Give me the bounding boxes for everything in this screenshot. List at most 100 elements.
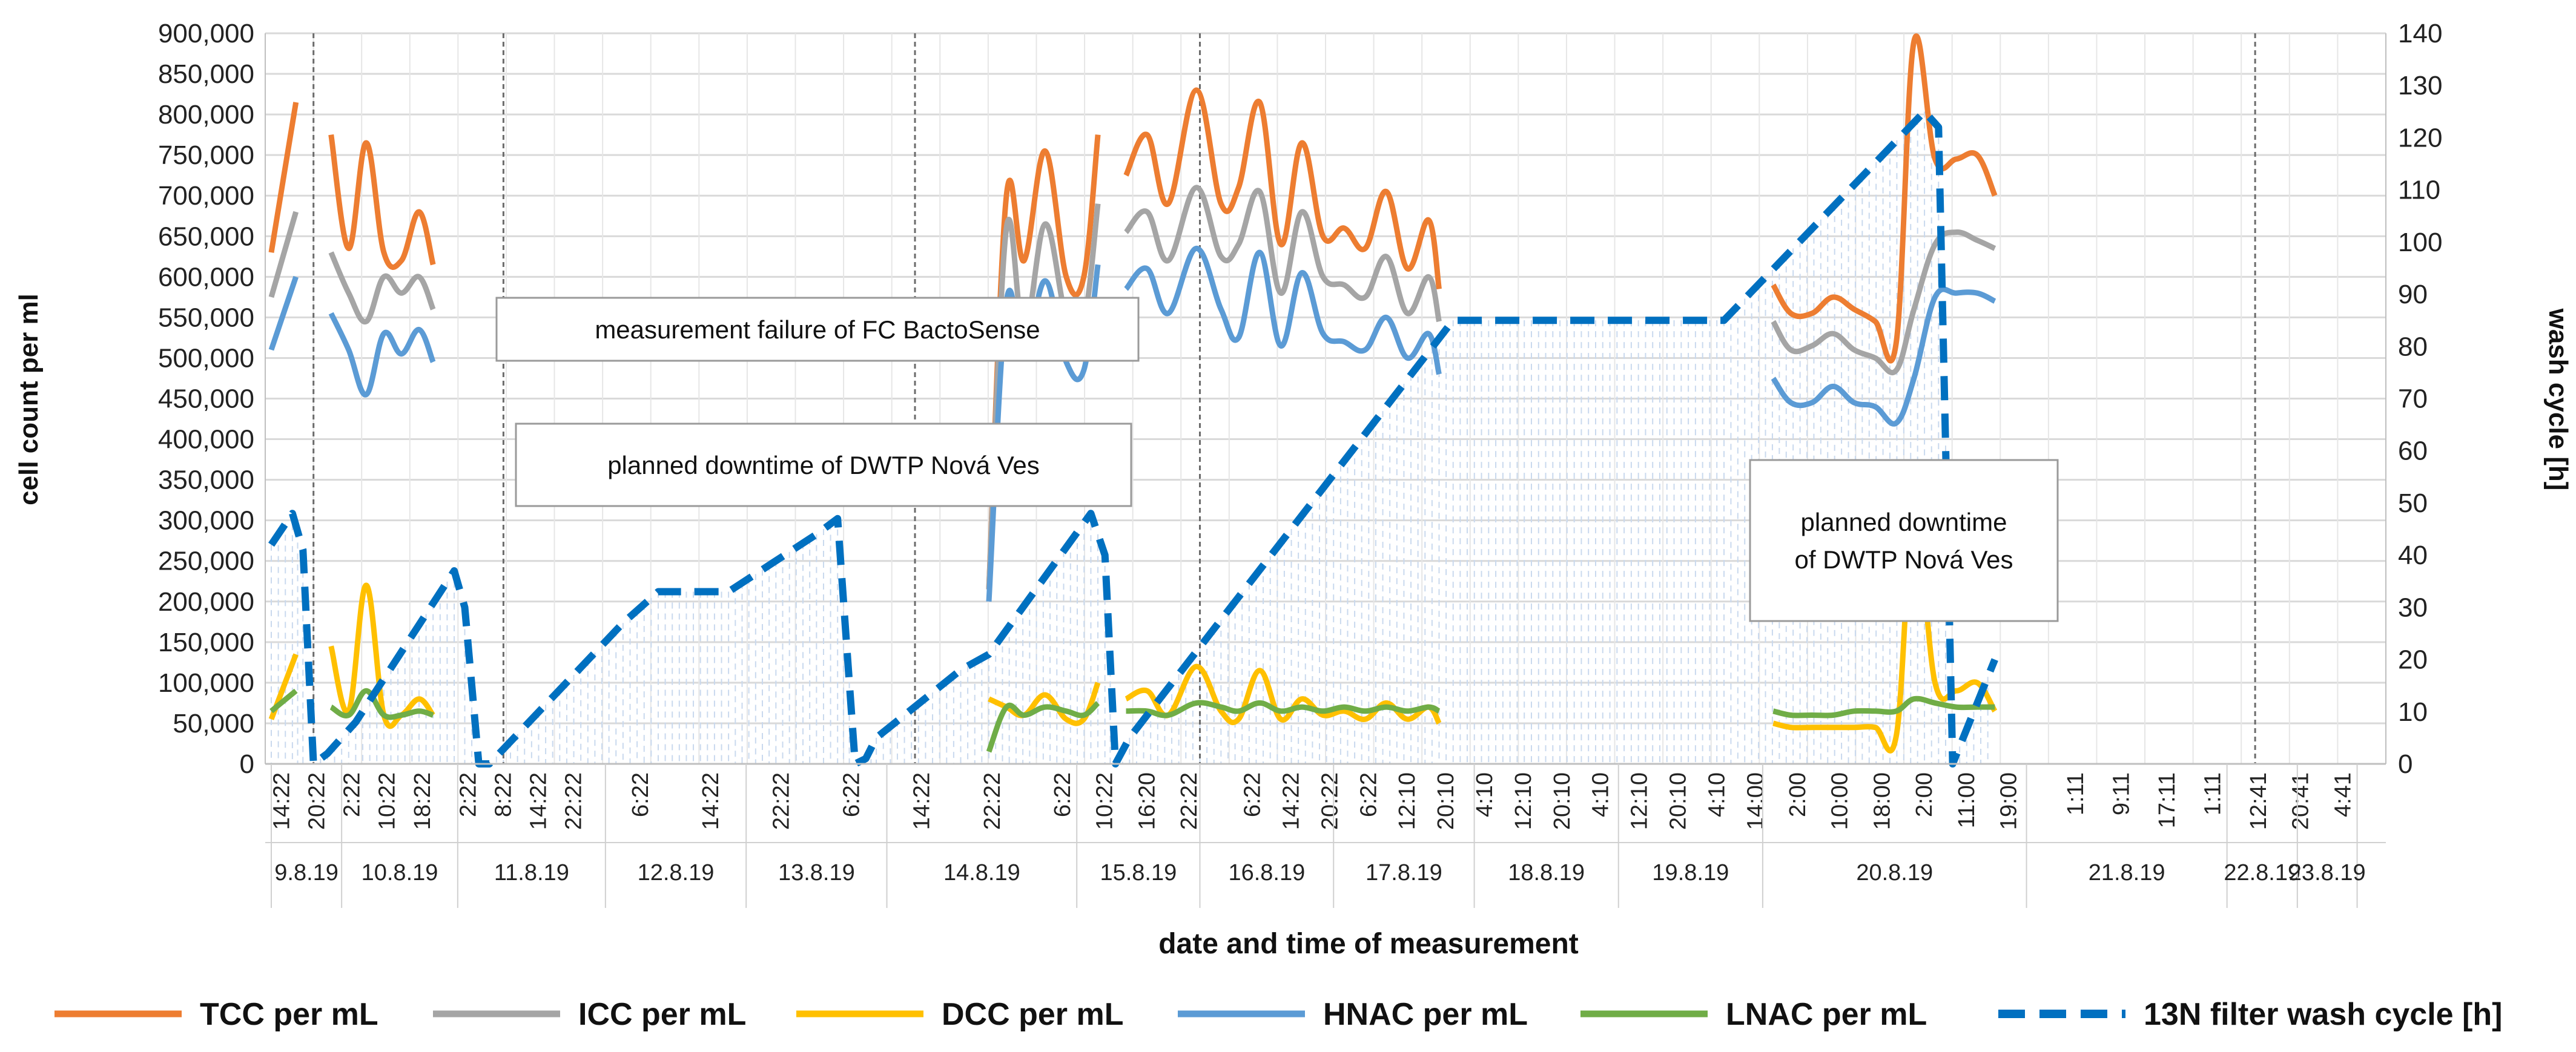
y-tick-label: 250,000 <box>158 547 254 576</box>
annotation-frame <box>495 297 1140 362</box>
x-tick-label: 14:22 <box>910 772 935 830</box>
y-tick-label: 550,000 <box>158 303 254 332</box>
date-label: 22.8.19 <box>2224 860 2300 886</box>
annotations: measurement failure of FC BactoSense plan… <box>495 297 2059 622</box>
x-tick-label: 2:22 <box>340 772 365 817</box>
x-tick-label: 20:10 <box>1433 772 1459 830</box>
y2-tick-label: 80 <box>2398 332 2428 361</box>
x-tick-label: 10:22 <box>375 772 400 830</box>
x-tick-label: 1:11 <box>2200 772 2225 815</box>
y-tick-label: 650,000 <box>158 222 254 251</box>
x-tick-label: 22:22 <box>561 772 587 830</box>
legend-label: LNAC per mL <box>1726 997 1927 1032</box>
series-line-dcc-per-ml <box>328 582 435 729</box>
annotation-box: planned downtime of DWTP Nová Ves <box>515 422 1132 507</box>
x-tick-label: 22:22 <box>1177 772 1202 830</box>
series-line-lnac-per-ml <box>1772 695 1995 718</box>
y-tick-label: 350,000 <box>158 465 254 495</box>
x-tick-label: 12:10 <box>1627 772 1653 830</box>
x-tick-label: 10:22 <box>1092 772 1118 830</box>
date-label: 13.8.19 <box>778 860 855 886</box>
date-label: 19.8.19 <box>1652 860 1729 886</box>
y-tick-label: 500,000 <box>158 343 254 373</box>
y2-tick-label: 110 <box>2398 176 2440 205</box>
legend-label: 13N filter wash cycle [h] <box>2144 997 2502 1032</box>
y-tick-label: 750,000 <box>158 140 254 170</box>
y-tick-label: 850,000 <box>158 59 254 89</box>
x-tick-label: 10:00 <box>1828 772 1853 830</box>
x-tick-label: 17:11 <box>2155 772 2180 828</box>
date-label: 15.8.19 <box>1100 860 1177 886</box>
series-line-tcc-per-ml <box>1771 33 1998 364</box>
series-line-icc-per-ml <box>1771 229 1996 375</box>
annotation-box: measurement failure of FC BactoSense <box>495 297 1140 362</box>
date-label: 14.8.19 <box>943 860 1020 886</box>
y-axis-title: cell count per ml <box>14 294 44 505</box>
legend-item: HNAC per mL <box>1178 997 1528 1032</box>
x-tick-label: 14:00 <box>1743 772 1768 830</box>
series-line-hnac-per-ml <box>1771 286 1996 427</box>
x-tick-label: 19:00 <box>1996 772 2022 830</box>
series-line-lnac-per-ml <box>269 688 298 714</box>
x-tick-label: 14:22 <box>526 772 552 830</box>
x-tick-label: 22:22 <box>980 772 1005 830</box>
date-label: 9.8.19 <box>274 860 339 886</box>
x-tick-label: 20:41 <box>2288 772 2314 830</box>
annotation-frame <box>515 422 1132 507</box>
y-tick-label: 800,000 <box>158 100 254 130</box>
y2-tick-label: 140 <box>2398 19 2442 48</box>
annotation-box: planned downtime of DWTP Nová Ves <box>1749 459 2059 622</box>
y-tick-label: 900,000 <box>158 19 254 48</box>
x-tick-label: 14:22 <box>698 772 724 830</box>
legend-item: ICC per mL <box>433 997 746 1032</box>
series-line-hnac-per-ml <box>328 312 436 398</box>
x-tick-label: 2:00 <box>1912 772 1937 817</box>
y2-tick-label: 40 <box>2398 541 2428 570</box>
x-tick-label: 12:10 <box>1395 772 1420 830</box>
date-label: 17.8.19 <box>1366 860 1442 886</box>
date-label: 18.8.19 <box>1508 860 1585 886</box>
x-tick-label: 9:11 <box>2109 772 2134 815</box>
x-axis-title: date and time of measurement <box>1158 928 1579 960</box>
date-label: 10.8.19 <box>362 860 438 886</box>
x-tick-label: 8:22 <box>490 772 516 817</box>
annotation-frame <box>1749 459 2059 622</box>
y2-tick-label: 100 <box>2398 228 2442 257</box>
x-tick-label: 12:10 <box>1511 772 1536 830</box>
x-tick-label: 14:22 <box>269 772 294 830</box>
x-tick-label: 2:22 <box>455 772 481 817</box>
annotation-text: planned downtime of DWTP Nová Ves <box>607 451 1040 479</box>
series-line-tcc-per-ml <box>268 102 299 253</box>
x-tick-label: 20:10 <box>1550 772 1575 830</box>
x-tick-label: 22:22 <box>768 772 794 830</box>
series-line-lnac-per-ml <box>986 700 1100 753</box>
y2-tick-label: 120 <box>2398 123 2442 153</box>
y2-tick-label: 60 <box>2398 436 2428 466</box>
x-tick-label: 6:22 <box>628 772 653 817</box>
x-tick-label: 20:10 <box>1666 772 1691 830</box>
y-tick-label: 100,000 <box>158 668 254 698</box>
legend-label: ICC per mL <box>578 997 746 1032</box>
date-label: 12.8.19 <box>638 860 715 886</box>
y2-tick-label: 0 <box>2398 749 2413 779</box>
y-tick-label: 300,000 <box>158 506 254 536</box>
series-line-hnac-per-ml <box>1124 245 1442 375</box>
series-line-dcc-per-ml <box>268 653 299 720</box>
date-label: 21.8.19 <box>2089 860 2165 886</box>
date-label: 11.8.19 <box>494 860 569 886</box>
series-line-icc-per-ml <box>986 203 1101 590</box>
y2-tick-label: 10 <box>2398 697 2428 727</box>
y-tick-label: 450,000 <box>158 384 254 414</box>
date-label: 23.8.19 <box>2289 860 2366 886</box>
y2-tick-label: 30 <box>2398 593 2428 622</box>
date-label: 16.8.19 <box>1228 860 1305 886</box>
legend-item: DCC per mL <box>796 997 1123 1032</box>
series-line-13n-filter-wash-cycle-h <box>268 108 1998 768</box>
series-line-lnac-per-ml <box>329 688 434 720</box>
series-line-icc-per-ml <box>268 211 299 298</box>
y2-axis-title: wash cycle [h] <box>2543 308 2573 491</box>
y-tick-label: 150,000 <box>158 628 254 657</box>
series-line-tcc-per-ml <box>1123 87 1442 290</box>
